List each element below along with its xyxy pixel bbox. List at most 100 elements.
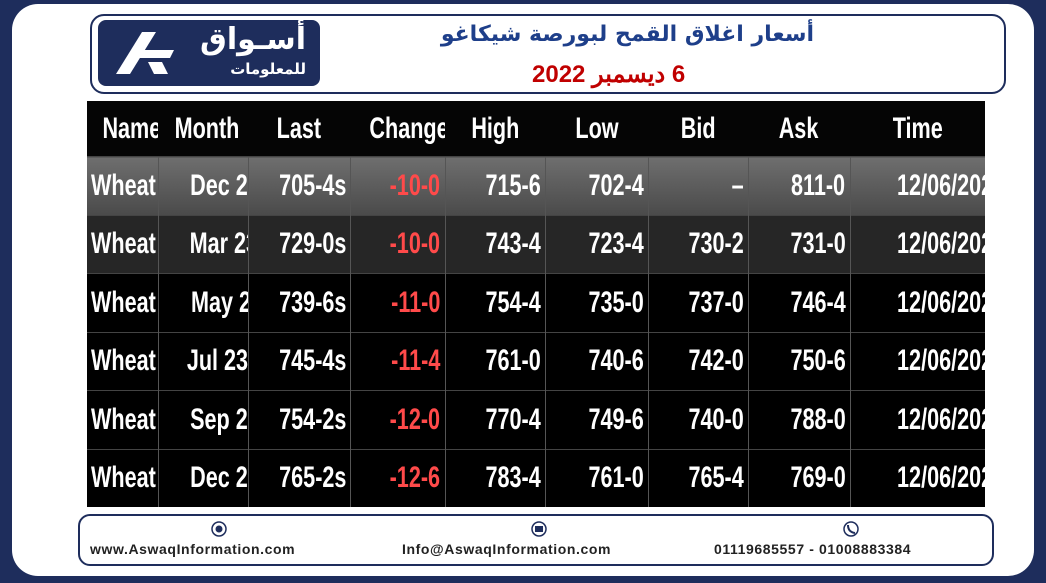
table-cell: Wheat (87, 214, 158, 274)
cell-text: Name (102, 111, 158, 145)
table-cell: 729-0s (247, 214, 350, 274)
cell-text: Ask (779, 111, 819, 145)
table-cell: Wheat (87, 390, 158, 449)
web-icon (211, 521, 227, 537)
table-cell: 788-0 (747, 390, 850, 449)
cell-text: -11-4 (391, 344, 441, 378)
column-header: Bid (648, 101, 748, 157)
table-cell: 723-4 (544, 214, 648, 274)
table-cell: -11-0 (349, 273, 445, 332)
cell-text: 740-0 (688, 402, 744, 436)
cell-text: Wheat (91, 402, 156, 436)
cell-text: 765-4 (688, 461, 744, 495)
column-header: Month (158, 101, 248, 157)
cell-text: 754-2s (278, 402, 346, 436)
table-row: Wheat Sep 23 754-2s -12-0 770-4 749-6 740-0 788… (87, 390, 985, 449)
cell-text: 705-4s (278, 168, 346, 202)
table-cell: 765-4 (647, 448, 748, 507)
cell-text: – (731, 168, 744, 202)
table-cell: Jul 23 (157, 331, 248, 391)
logo-sub: للمعلومات (230, 60, 306, 78)
table-cell: 730-2 (647, 214, 748, 274)
table-cell: -12-0 (349, 390, 445, 449)
logo-name: أسـواق (200, 22, 306, 57)
cell-text: Dec 22 (189, 168, 248, 202)
cell-text: 761-0 (485, 344, 541, 378)
cell-text: 12/06/2022 (896, 168, 985, 202)
cell-text: 749-6 (588, 402, 644, 436)
cell-text: Jul 23 (186, 344, 248, 378)
table-cell: 745-4s (247, 331, 350, 391)
cell-text: Dec 23 (189, 461, 248, 495)
cell-text: 740-6 (588, 344, 644, 378)
cell-text: Wheat (91, 168, 156, 202)
date: 6 ديسمبر 2022 (532, 61, 686, 88)
cell-text: 723-4 (588, 227, 644, 261)
table-cell: 769-0 (747, 448, 850, 507)
footer: www.AswaqInformation.com Info@AswaqInfor… (78, 514, 994, 566)
cell-text: -12-0 (390, 402, 441, 436)
cell-text: 770-4 (485, 402, 541, 436)
cell-text: 715-6 (485, 168, 541, 202)
table-cell: Sep 23 (157, 390, 248, 449)
cell-text: May 23 (190, 285, 248, 319)
table-cell: Wheat (87, 448, 158, 507)
table-row: Wheat Dec 23 765-2s -12-6 783-4 761-0 765-4 769… (87, 448, 985, 507)
cell-text: Change (369, 111, 445, 145)
cell-text: Time (892, 111, 943, 145)
cell-text: Sep 23 (189, 402, 248, 436)
table-cell: 12/06/2022 (849, 390, 985, 449)
table-cell: 731-0 (747, 214, 850, 274)
table-cell: Wheat (87, 273, 158, 332)
table-row: Wheat May 23 739-6s -11-0 754-4 735-0 737-0 746… (87, 273, 985, 332)
cell-text: -10-0 (390, 168, 441, 202)
cell-text: Bid (680, 111, 716, 145)
table-cell: 740-0 (647, 390, 748, 449)
cell-text: -10-0 (390, 227, 441, 261)
table-cell: 739-6s (247, 273, 350, 332)
column-header: Change (350, 101, 445, 157)
cell-text: Wheat (91, 461, 156, 495)
table-cell: 765-2s (247, 448, 350, 507)
cell-text: 754-4 (485, 285, 541, 319)
table-cell: 754-4 (444, 273, 545, 332)
table-cell: Wheat (87, 331, 158, 391)
logo-mark (116, 32, 174, 74)
table-cell: 761-0 (544, 448, 648, 507)
email-icon (531, 521, 547, 537)
column-header: Time (850, 101, 985, 157)
cell-text: 730-2 (688, 227, 744, 261)
cell-text: 788-0 (790, 402, 846, 436)
column-header: Ask (748, 101, 850, 157)
cell-text: Month (174, 111, 240, 145)
table-cell: Mar 23 (157, 214, 248, 274)
table-cell: – (647, 156, 748, 215)
cell-text: 731-0 (790, 227, 846, 261)
table-cell: 750-6 (747, 331, 850, 391)
table-cell: 12/06/2022 (849, 448, 985, 507)
cell-text: 737-0 (688, 285, 744, 319)
table-cell: 770-4 (444, 390, 545, 449)
table-cell: 743-4 (444, 214, 545, 274)
phone: 01119685557 - 01008883384 (714, 541, 912, 557)
table-body: Wheat Dec 22 705-4s -10-0 715-6 702-4 – 811-0 12… (87, 156, 985, 507)
header: أسـواق للمعلومات أسعار اغلاق القمح لبورص… (90, 14, 1006, 94)
table-cell: Dec 23 (157, 448, 248, 507)
cell-text: Mar 23 (189, 227, 248, 261)
cell-text: 735-0 (588, 285, 644, 319)
table-cell: 749-6 (544, 390, 648, 449)
cell-text: 739-6s (278, 285, 346, 319)
cell-text: Low (574, 111, 619, 145)
cell-text: 742-0 (688, 344, 744, 378)
table-cell: 735-0 (544, 273, 648, 332)
cell-text: 746-4 (790, 285, 846, 319)
column-header: High (445, 101, 545, 157)
logo: أسـواق للمعلومات (98, 20, 320, 86)
cell-text: -12-6 (390, 461, 441, 495)
column-header: Last (248, 101, 350, 157)
cell-text: 761-0 (588, 461, 644, 495)
cell-text: 769-0 (790, 461, 846, 495)
column-header: Low (545, 101, 648, 157)
table-cell: 12/06/2022 (849, 214, 985, 274)
